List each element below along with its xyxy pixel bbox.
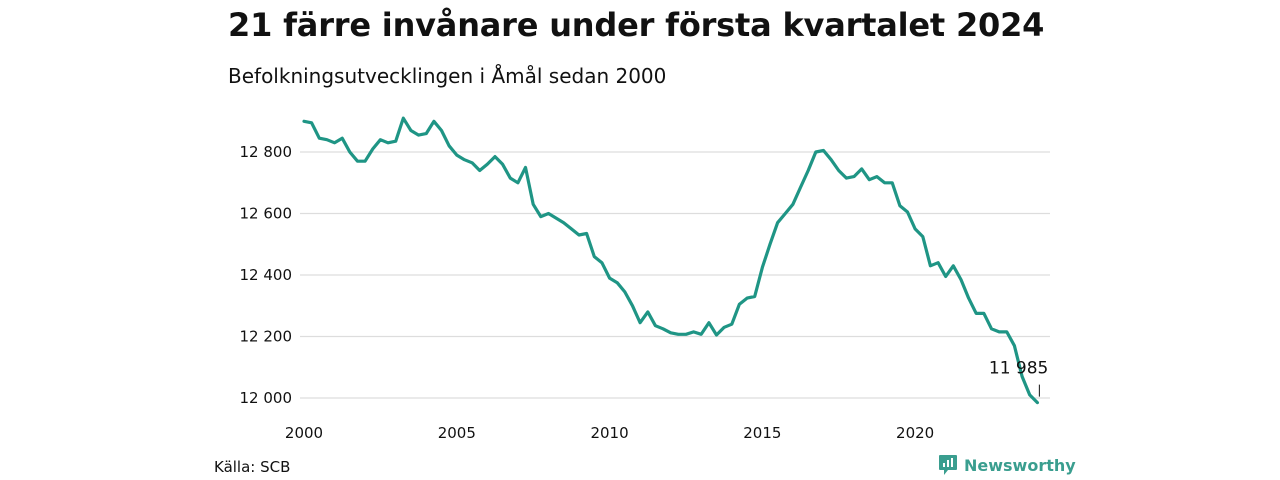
x-tick-label: 2015 xyxy=(743,424,781,442)
chart-title: 21 färre invånare under första kvartalet… xyxy=(228,6,1045,44)
annotation-layer: 11 985 xyxy=(989,359,1048,397)
x-axis-ticks: 2000 2005 2010 2015 2020 xyxy=(285,424,934,442)
brand-name: Newsworthy xyxy=(964,455,1076,475)
chart-subtitle: Befolkningsutvecklingen i Åmål sedan 200… xyxy=(228,64,667,88)
y-axis-ticks: 12 000 12 200 12 400 12 600 12 800 xyxy=(240,143,293,407)
x-tick-label: 2010 xyxy=(590,424,628,442)
y-tick-label: 12 400 xyxy=(240,266,293,284)
y-tick-label: 12 800 xyxy=(240,143,293,161)
y-tick-label: 12 200 xyxy=(240,328,293,346)
y-tick-label: 12 600 xyxy=(240,205,293,223)
source-label: Källa: SCB xyxy=(214,458,291,476)
annotation-label: 11 985 xyxy=(989,359,1048,379)
series-line xyxy=(302,116,1040,405)
newsworthy-logo-icon xyxy=(939,455,957,475)
x-tick-label: 2020 xyxy=(896,424,934,442)
grid-lines xyxy=(300,151,1050,399)
x-tick-label: 2000 xyxy=(285,424,323,442)
x-tick-label: 2005 xyxy=(438,424,476,442)
y-tick-label: 12 000 xyxy=(240,389,293,407)
brand-logo: Newsworthy xyxy=(938,454,1076,476)
series-layer xyxy=(302,116,1040,405)
